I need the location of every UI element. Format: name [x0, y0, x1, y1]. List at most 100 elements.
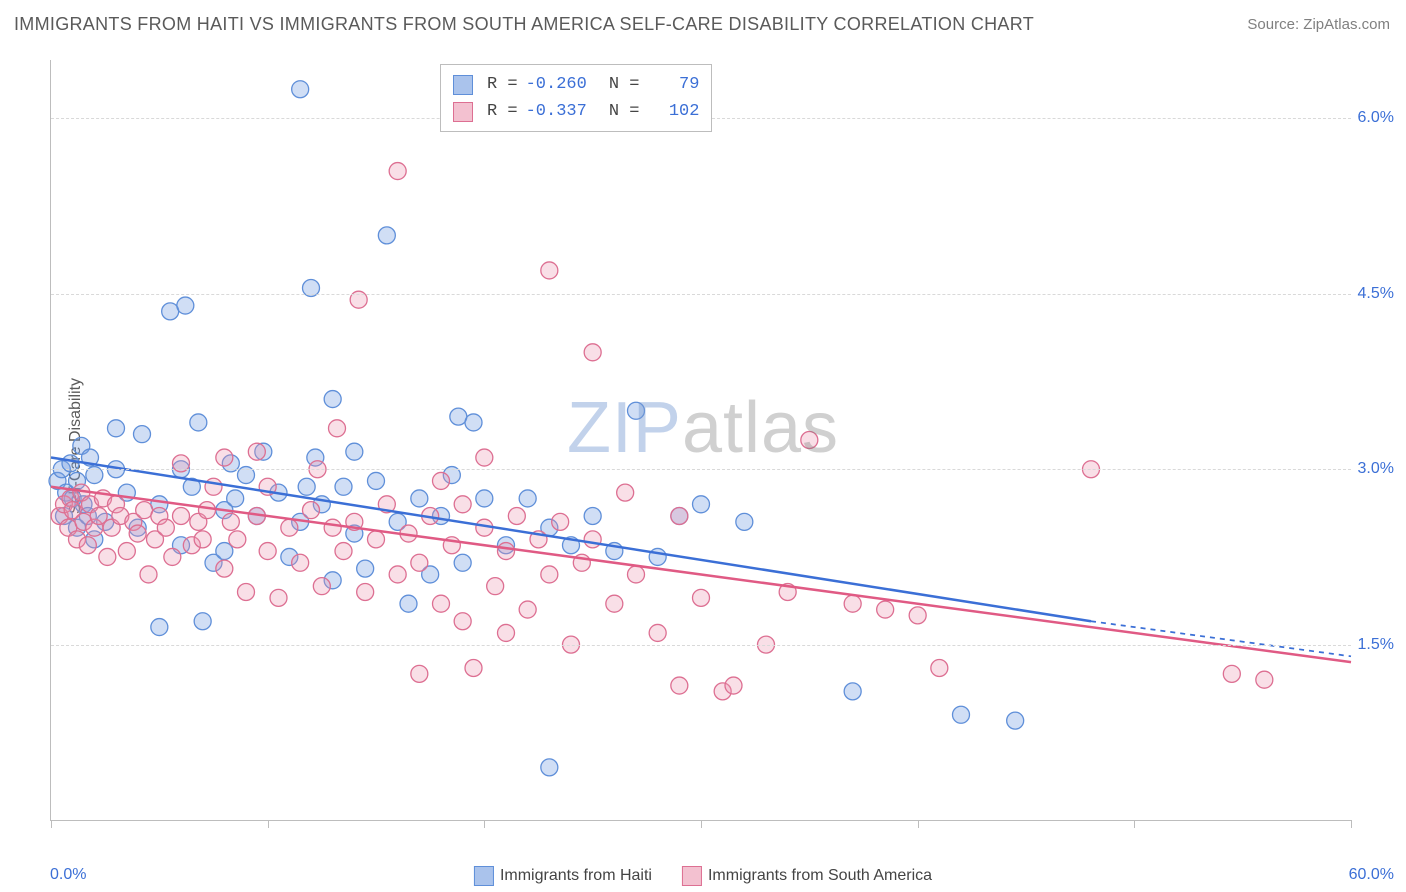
- data-point: [454, 554, 471, 571]
- x-tick: [51, 820, 52, 828]
- data-point: [173, 508, 190, 525]
- source-name: ZipAtlas.com: [1303, 16, 1390, 33]
- data-point: [508, 508, 525, 525]
- x-tick: [701, 820, 702, 828]
- data-point: [476, 449, 493, 466]
- data-point: [454, 496, 471, 513]
- legend-item: Immigrants from Haiti: [474, 866, 652, 886]
- data-point: [844, 595, 861, 612]
- data-point: [99, 548, 116, 565]
- data-point: [205, 478, 222, 495]
- data-point: [541, 759, 558, 776]
- r-label: R =: [487, 71, 518, 98]
- data-point: [162, 303, 179, 320]
- data-point: [108, 420, 125, 437]
- data-point: [909, 607, 926, 624]
- data-point: [270, 589, 287, 606]
- data-point: [216, 560, 233, 577]
- legend-item: Immigrants from South America: [682, 866, 932, 886]
- y-tick-label: 4.5%: [1358, 285, 1394, 303]
- data-point: [400, 595, 417, 612]
- data-point: [541, 262, 558, 279]
- data-point: [346, 443, 363, 460]
- n-label: N =: [609, 71, 640, 98]
- data-point: [498, 543, 515, 560]
- gridline: [51, 645, 1351, 646]
- data-point: [628, 566, 645, 583]
- plot-area: [50, 60, 1351, 821]
- data-point: [649, 624, 666, 641]
- data-point: [222, 513, 239, 530]
- legend-swatch: [453, 75, 473, 95]
- data-point: [519, 490, 536, 507]
- data-point: [411, 490, 428, 507]
- data-point: [79, 537, 96, 554]
- data-point: [584, 508, 601, 525]
- data-point: [136, 502, 153, 519]
- legend-swatch: [453, 102, 473, 122]
- legend-row: R =-0.260N =79: [453, 71, 699, 98]
- data-point: [671, 677, 688, 694]
- data-point: [584, 344, 601, 361]
- data-point: [118, 543, 135, 560]
- x-tick: [484, 820, 485, 828]
- correlation-legend: R =-0.260N =79R =-0.337N =102: [440, 64, 712, 132]
- data-point: [216, 449, 233, 466]
- data-point: [736, 513, 753, 530]
- data-point: [584, 531, 601, 548]
- data-point: [292, 81, 309, 98]
- legend-swatch: [474, 866, 494, 886]
- gridline: [51, 294, 1351, 295]
- x-tick: [1351, 820, 1352, 828]
- data-point: [292, 554, 309, 571]
- y-tick-label: 1.5%: [1358, 636, 1394, 654]
- legend-row: R =-0.337N =102: [453, 98, 699, 125]
- data-point: [157, 519, 174, 536]
- data-point: [329, 420, 346, 437]
- r-value: -0.260: [526, 71, 587, 98]
- x-tick: [1134, 820, 1135, 828]
- data-point: [877, 601, 894, 618]
- data-point: [313, 578, 330, 595]
- data-point: [519, 601, 536, 618]
- data-point: [1007, 712, 1024, 729]
- data-point: [433, 472, 450, 489]
- data-point: [541, 566, 558, 583]
- data-point: [498, 624, 515, 641]
- data-point: [476, 490, 493, 507]
- gridline: [51, 469, 1351, 470]
- data-point: [378, 227, 395, 244]
- data-point: [844, 683, 861, 700]
- source-prefix: Source:: [1247, 16, 1303, 33]
- data-point: [151, 619, 168, 636]
- data-point: [389, 566, 406, 583]
- legend-swatch: [682, 866, 702, 886]
- data-point: [953, 706, 970, 723]
- data-point: [229, 531, 246, 548]
- x-max-label: 60.0%: [1349, 866, 1394, 884]
- data-point: [177, 297, 194, 314]
- data-point: [324, 391, 341, 408]
- chart-svg: [51, 60, 1351, 820]
- data-point: [1223, 665, 1240, 682]
- data-point: [298, 478, 315, 495]
- data-point: [433, 595, 450, 612]
- data-point: [259, 543, 276, 560]
- data-point: [134, 426, 151, 443]
- data-point: [199, 502, 216, 519]
- data-point: [617, 484, 634, 501]
- data-point: [671, 508, 688, 525]
- data-point: [303, 502, 320, 519]
- y-tick-label: 6.0%: [1358, 109, 1394, 127]
- series-legend: Immigrants from Haiti Immigrants from Sou…: [474, 866, 932, 886]
- legend-label: Immigrants from South America: [708, 867, 932, 884]
- data-point: [552, 513, 569, 530]
- data-point: [194, 613, 211, 630]
- data-point: [465, 414, 482, 431]
- data-point: [164, 548, 181, 565]
- data-point: [324, 519, 341, 536]
- data-point: [801, 432, 818, 449]
- data-point: [194, 531, 211, 548]
- data-point: [725, 677, 742, 694]
- chart-title: IMMIGRANTS FROM HAITI VS IMMIGRANTS FROM…: [14, 14, 1034, 35]
